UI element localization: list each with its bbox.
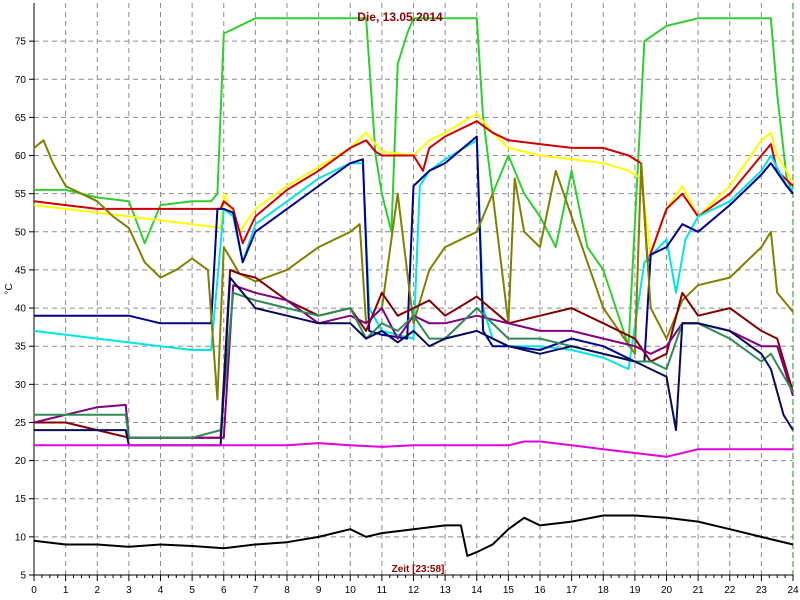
x-tick-label: 11 — [377, 585, 388, 596]
y-tick-label: 50 — [15, 227, 27, 238]
x-tick-label: 17 — [566, 585, 578, 596]
x-tick-label: 12 — [408, 585, 420, 596]
axes: 0 1 2 3 4 5 6 7 8 9 10 11 12 13 14 15 16 17 18 19 20 21 22 23 24… — [15, 3, 799, 596]
x-tick-label: 4 — [158, 585, 164, 596]
y-tick-label: 70 — [15, 75, 27, 86]
x-tick-label: 6 — [221, 585, 227, 596]
y-tick-label: 75 — [15, 37, 27, 48]
series-line-12 — [33, 514, 794, 557]
y-tick-label: 65 — [15, 113, 27, 124]
y-tick-label: 30 — [15, 380, 27, 391]
x-tick-label: 21 — [693, 585, 705, 596]
series-line-2 — [33, 112, 794, 256]
y-tick-label: 20 — [15, 456, 27, 467]
x-tick-label: 19 — [629, 585, 641, 596]
x-tick-label: 16 — [534, 585, 546, 596]
x-tick-label: 14 — [471, 585, 483, 596]
y-tick-label: 60 — [15, 151, 27, 162]
x-tick-label: 0 — [31, 585, 37, 596]
x-tick-label: 15 — [503, 585, 515, 596]
series-line-9 — [34, 291, 794, 439]
x-tick-label: 18 — [598, 585, 610, 596]
y-tick-label: 55 — [15, 189, 27, 200]
chart-title: Die, 13.05.2014 — [357, 10, 443, 24]
y-tick-label: 15 — [15, 494, 27, 505]
y-tick-label: 40 — [15, 304, 27, 315]
x-tick-label: 10 — [345, 585, 357, 596]
series-line-3 — [33, 120, 794, 264]
series-line-11 — [34, 440, 793, 458]
x-tick-label: 20 — [661, 585, 673, 596]
x-tick-label: 13 — [440, 585, 452, 596]
series-line-1 — [34, 17, 794, 348]
x-tick-label: 22 — [724, 585, 736, 596]
x-axis-label: Zeit [23:58] — [392, 564, 445, 575]
y-tick-label: 45 — [15, 265, 27, 276]
y-tick-label: 25 — [15, 418, 27, 429]
x-tick-label: 23 — [756, 585, 768, 596]
x-tick-label: 7 — [253, 585, 259, 596]
y-tick-label: 5 — [20, 571, 26, 582]
x-tick-label: 2 — [94, 585, 100, 596]
x-tick-label: 3 — [126, 585, 132, 596]
x-tick-label: 1 — [63, 585, 69, 596]
labels: Die, 13.05.2014 Zeit [23:58] °C — [4, 10, 444, 575]
y-axis-label: °C — [4, 283, 15, 294]
x-tick-label: 9 — [316, 585, 322, 596]
x-tick-label: 5 — [189, 585, 195, 596]
x-tick-label: 8 — [284, 585, 290, 596]
y-tick-label: 35 — [15, 342, 27, 353]
series-group — [33, 17, 794, 557]
y-tick-label: 10 — [15, 532, 27, 543]
series-line-5 — [34, 135, 794, 363]
series-line-6 — [33, 139, 794, 401]
x-tick-label: 24 — [787, 585, 799, 596]
